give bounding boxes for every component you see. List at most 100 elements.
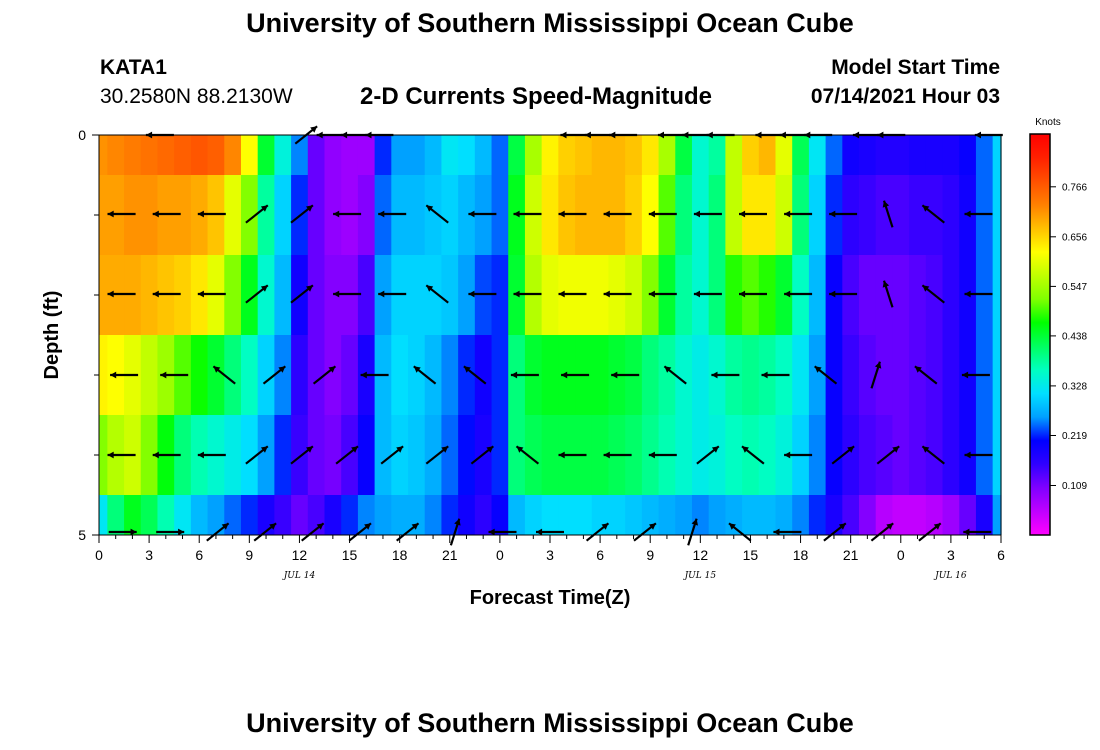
arrow-head <box>110 371 117 379</box>
heatmap-cell <box>291 135 309 175</box>
heatmap-cell <box>758 175 777 255</box>
model-start-label: Model Start Time <box>831 56 1000 79</box>
heatmap-cell <box>174 175 192 255</box>
heatmap-cell <box>992 335 1002 415</box>
arrow-head <box>351 446 358 453</box>
current-arrow <box>245 204 269 224</box>
heatmap-cell <box>842 335 860 415</box>
heatmap-cell <box>157 135 175 175</box>
arrow-head <box>711 371 718 379</box>
x-tick-label: 18 <box>392 547 408 563</box>
current-arrow <box>963 528 992 536</box>
arrow-head <box>922 446 930 453</box>
heatmap-cell <box>99 335 108 415</box>
heatmap-cell <box>257 415 275 495</box>
heatmap-cell <box>357 175 376 255</box>
heatmap-cell <box>675 495 693 535</box>
heatmap-cell <box>374 415 392 495</box>
heatmap-cell <box>458 175 476 255</box>
heatmap-cell <box>441 255 459 335</box>
heatmap-cell <box>691 335 710 415</box>
x-axis: 0 3 6 9 12 15 18 21 0 3 6 9 12 15 18 21 0 3 6 JUL 14 JUL 15 J… <box>95 535 1005 581</box>
heatmap-cell <box>174 415 192 495</box>
current-arrow <box>110 371 139 379</box>
arrow-head <box>426 285 434 292</box>
arrow-head <box>742 446 749 453</box>
heatmap-cell <box>925 335 944 415</box>
heatmap-cell <box>207 135 225 175</box>
arrow-head <box>711 446 719 453</box>
heatmap-cell <box>491 495 509 535</box>
x-tick-label: 6 <box>195 547 203 563</box>
heatmap-cell <box>808 135 827 175</box>
current-arrow <box>829 210 858 218</box>
heatmap-cell <box>424 335 443 415</box>
heatmap-cell <box>725 175 743 255</box>
heatmap-cell <box>775 495 793 535</box>
current-arrow <box>603 290 632 298</box>
heatmap-cell <box>408 255 426 335</box>
arrow-head <box>316 523 324 530</box>
arrow-head <box>761 371 768 379</box>
arrow-head <box>739 210 746 218</box>
arrow-head <box>468 290 475 298</box>
arrow-head <box>693 290 700 298</box>
heatmap-cell <box>107 135 125 175</box>
heatmap-cell <box>992 135 1002 175</box>
current-arrow <box>212 365 236 385</box>
heatmap-cell <box>324 495 342 535</box>
current-arrow <box>814 365 838 385</box>
heatmap-cell <box>875 255 894 335</box>
heatmap-cell <box>508 135 526 175</box>
arrow-head <box>914 366 922 373</box>
arrow-head <box>107 451 114 459</box>
heatmap-cell <box>859 135 877 175</box>
current-arrow <box>515 445 540 465</box>
arrow-head <box>882 200 890 208</box>
heatmap-cell <box>608 495 626 535</box>
heatmap-cell <box>307 335 326 415</box>
heatmap-cell <box>224 135 242 175</box>
arrow-head <box>260 285 268 292</box>
heatmap-cell <box>625 135 643 175</box>
page-title: University of Southern Mississippi Ocean… <box>246 8 854 38</box>
heatmap-cell <box>792 495 810 535</box>
heatmap-cell <box>675 335 693 415</box>
current-arrow <box>823 522 847 542</box>
arrow-head <box>364 523 371 530</box>
heatmap-cell <box>875 135 894 175</box>
heatmap-cell <box>842 495 860 535</box>
heatmap-cell <box>257 255 275 335</box>
station-coordinates: 30.2580N 88.2130W <box>100 85 293 108</box>
x-tick-label: 21 <box>442 547 458 563</box>
heatmap-cell <box>825 495 843 535</box>
current-arrow <box>696 445 720 465</box>
colorbar: Knots 0.109 0.219 0.328 0.438 0.547 0.656 0.76… <box>1029 117 1087 536</box>
model-start-value: 07/14/2021 Hour 03 <box>810 85 1000 108</box>
colorbar-tick-label: 0.219 <box>1062 431 1087 442</box>
heatmap-cell <box>307 415 326 495</box>
arrow-head <box>426 205 434 212</box>
date-label: JUL 16 <box>933 571 967 581</box>
arrow-head <box>463 366 471 373</box>
heatmap-cell <box>541 415 559 495</box>
current-arrow <box>108 528 137 536</box>
heatmap-cell <box>808 415 827 495</box>
heatmap-cell <box>524 495 543 535</box>
heatmap-cell <box>541 495 559 535</box>
heatmap-cell <box>591 415 610 495</box>
heatmap-cell <box>708 415 726 495</box>
heatmap-cell <box>708 495 726 535</box>
heatmap-cell <box>675 415 693 495</box>
arrow-head <box>488 528 495 536</box>
heatmap-cell <box>641 495 660 535</box>
y-axis-title: Depth (ft) <box>41 291 63 380</box>
current-arrow <box>262 365 286 385</box>
arrow-head <box>963 528 970 536</box>
current-arrow <box>335 445 359 465</box>
current-arrow <box>197 210 226 218</box>
heatmap-cell <box>541 175 559 255</box>
current-arrow <box>870 361 882 389</box>
x-tick-label: 12 <box>693 547 709 563</box>
current-arrow <box>687 518 698 546</box>
